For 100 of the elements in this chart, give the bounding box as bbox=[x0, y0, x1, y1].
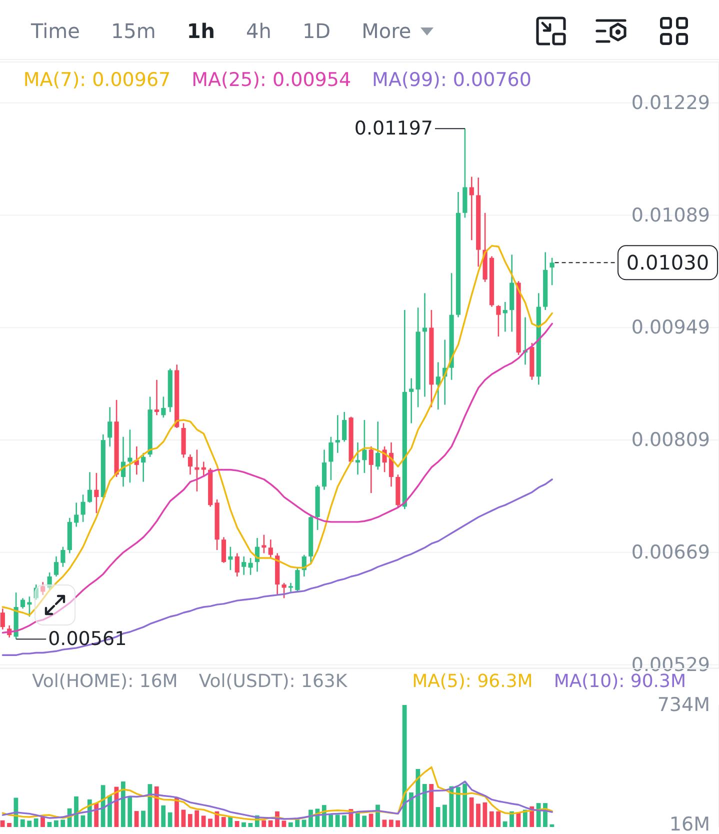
candlestick bbox=[108, 406, 112, 448]
line-series bbox=[2, 766, 553, 821]
y-tick-label: 0.00809 bbox=[631, 429, 710, 452]
candlestick bbox=[248, 557, 253, 576]
candlestick bbox=[469, 176, 474, 241]
text: 1D bbox=[302, 19, 331, 43]
bar bbox=[242, 822, 246, 827]
bar bbox=[496, 811, 501, 827]
candlestick bbox=[154, 379, 160, 416]
bar bbox=[228, 817, 233, 827]
text: Vol(HOME): 16M bbox=[32, 670, 178, 694]
bar bbox=[476, 804, 480, 827]
text: 15m bbox=[110, 19, 156, 43]
bar bbox=[120, 781, 126, 827]
candlestick bbox=[328, 436, 334, 481]
candlestick bbox=[188, 454, 193, 476]
candlestick bbox=[376, 420, 380, 470]
candlestick bbox=[268, 538, 273, 559]
bar bbox=[168, 812, 172, 827]
bar bbox=[295, 820, 300, 827]
text: 4h bbox=[246, 19, 272, 43]
bar bbox=[328, 814, 334, 827]
text: Time bbox=[31, 19, 80, 43]
line-series bbox=[2, 478, 553, 656]
y-tick-label: 0.01229 bbox=[631, 92, 710, 114]
bar bbox=[194, 810, 200, 827]
bar bbox=[201, 816, 206, 827]
y-tick-label: 0.01089 bbox=[631, 204, 710, 226]
bar bbox=[388, 820, 394, 827]
bar bbox=[154, 786, 159, 827]
bar bbox=[335, 814, 340, 827]
bar bbox=[234, 821, 240, 827]
bar bbox=[221, 817, 226, 827]
y-tick-label: 0.00669 bbox=[631, 541, 710, 564]
candlestick bbox=[27, 596, 32, 618]
candlestick bbox=[295, 566, 300, 592]
bar bbox=[208, 818, 212, 827]
bar bbox=[47, 822, 52, 827]
bar bbox=[522, 810, 528, 827]
bar bbox=[402, 705, 407, 827]
candlestick bbox=[335, 414, 340, 454]
bar bbox=[362, 816, 367, 827]
bar bbox=[20, 819, 25, 827]
candlestick bbox=[54, 556, 59, 578]
candlestick bbox=[74, 502, 79, 528]
bar bbox=[536, 803, 541, 827]
bar bbox=[80, 815, 86, 827]
line-series bbox=[2, 780, 553, 820]
bar bbox=[60, 820, 66, 827]
y-tick-label: 0.00949 bbox=[631, 316, 710, 339]
bar bbox=[134, 811, 139, 827]
candlestick bbox=[262, 534, 266, 554]
ref-line-label: 0.01030 bbox=[626, 250, 710, 275]
bar bbox=[456, 786, 460, 827]
bar bbox=[181, 810, 186, 827]
candlestick bbox=[194, 449, 200, 492]
candlestick bbox=[362, 419, 367, 474]
candlestick bbox=[34, 584, 38, 600]
bar bbox=[34, 818, 38, 827]
bar bbox=[462, 784, 468, 827]
candlestick bbox=[80, 494, 86, 523]
bar bbox=[188, 814, 192, 827]
candlestick bbox=[550, 257, 554, 286]
bar bbox=[342, 815, 346, 827]
bar bbox=[355, 813, 360, 827]
bar bbox=[108, 795, 112, 827]
candlestick bbox=[496, 304, 501, 338]
candlestick bbox=[60, 546, 66, 568]
candlestick bbox=[409, 378, 414, 424]
candlestick bbox=[242, 556, 246, 576]
line-series bbox=[2, 244, 553, 616]
bar bbox=[248, 823, 253, 827]
text: MA(5): 96.3M bbox=[412, 670, 533, 694]
bar bbox=[174, 797, 179, 827]
candlestick bbox=[368, 446, 374, 494]
bar bbox=[442, 804, 447, 827]
text: 1h bbox=[186, 19, 216, 43]
candlestick bbox=[282, 582, 286, 599]
text: MA(10): 90.3M bbox=[554, 671, 686, 694]
bar bbox=[288, 822, 293, 827]
bar bbox=[141, 810, 146, 827]
bar bbox=[436, 807, 440, 827]
candlestick bbox=[94, 472, 99, 514]
bar bbox=[409, 792, 414, 827]
bar bbox=[382, 820, 387, 827]
text: MA(7): 0.00967 bbox=[23, 68, 171, 92]
candlestick bbox=[228, 546, 233, 571]
candlestick bbox=[0, 608, 5, 630]
candlestick bbox=[40, 581, 46, 596]
bar bbox=[482, 802, 488, 827]
candlestick bbox=[436, 362, 440, 410]
bar bbox=[469, 797, 474, 827]
bar bbox=[54, 820, 58, 827]
text: MA(25): 0.00954 bbox=[192, 68, 352, 92]
text: MA(99): 0.00760 bbox=[372, 68, 532, 92]
bar bbox=[302, 820, 306, 827]
candlestick bbox=[128, 428, 132, 484]
bar bbox=[429, 784, 434, 827]
candlestick bbox=[20, 598, 26, 610]
candlestick bbox=[87, 472, 92, 504]
